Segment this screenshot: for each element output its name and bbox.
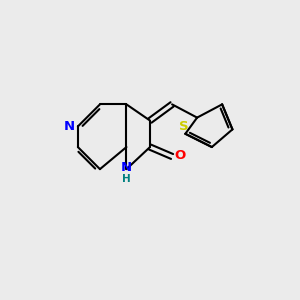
Text: H: H: [122, 174, 131, 184]
Text: O: O: [175, 148, 186, 161]
Text: N: N: [121, 160, 132, 174]
Text: N: N: [64, 120, 75, 133]
Text: S: S: [179, 120, 189, 133]
